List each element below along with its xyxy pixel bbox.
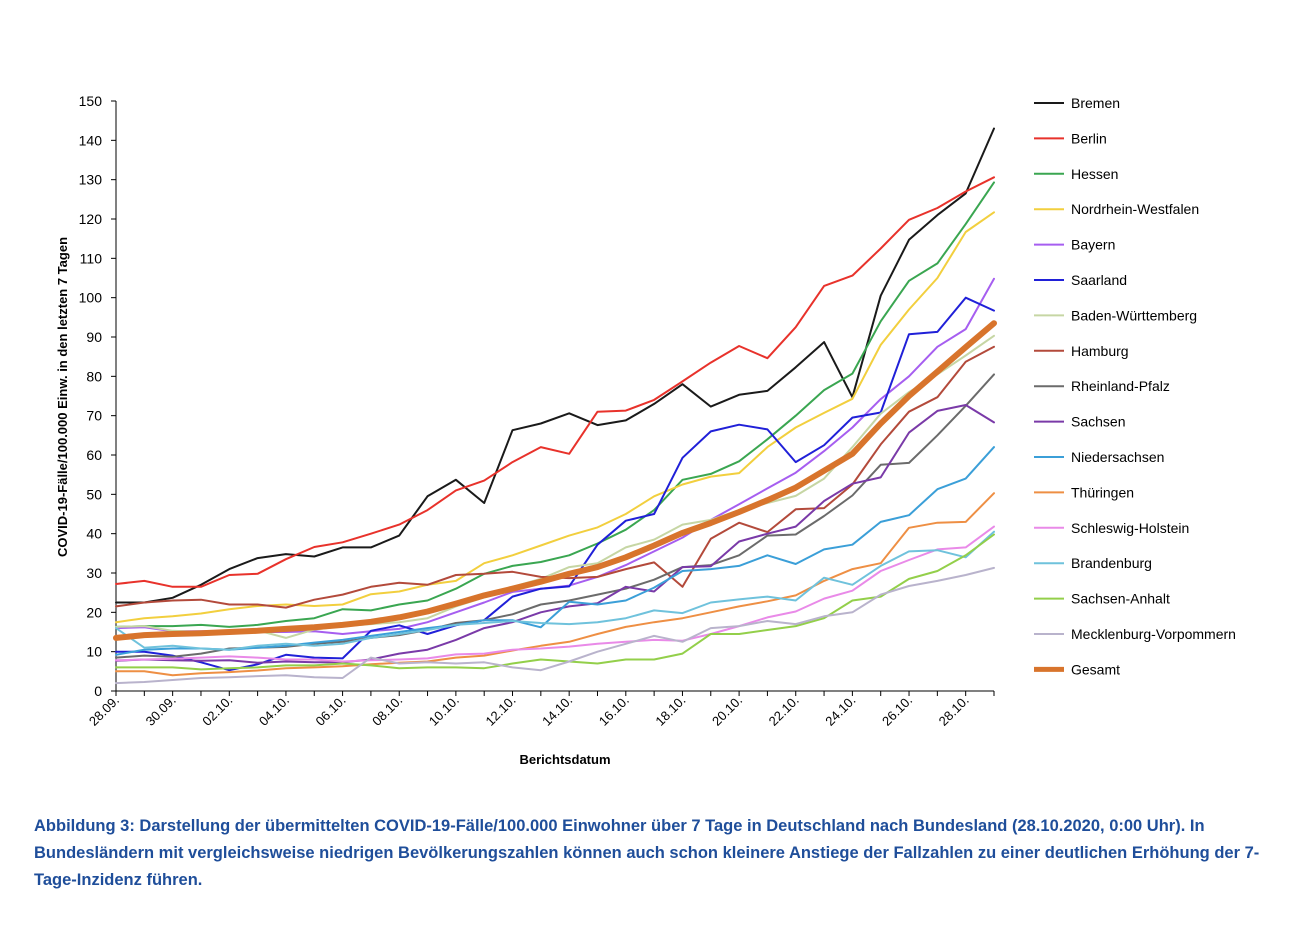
legend-label-sachsen-anhalt: Sachsen-Anhalt: [1071, 591, 1170, 607]
legend-label-saarland: Saarland: [1071, 272, 1127, 288]
x-tick-label: 28.09.: [86, 693, 122, 729]
legend-label-niedersachsen: Niedersachsen: [1071, 449, 1164, 465]
y-tick-label: 80: [86, 368, 102, 384]
x-tick-label: 22.10.: [766, 693, 802, 729]
y-tick-label: 30: [86, 565, 102, 581]
y-tick-label: 0: [94, 683, 102, 699]
x-tick-label: 14.10.: [539, 693, 575, 729]
x-axis-title: Berichtsdatum: [519, 752, 610, 767]
series-line-berlin: [115, 176, 995, 588]
x-tick-label: 28.10.: [936, 693, 972, 729]
series-line-bremen: [115, 127, 995, 604]
x-axis: 28.09. 30.09. 02.10. 04.10. 06.10. 08.10. 10.1…: [86, 690, 995, 729]
y-tick-label: 140: [79, 132, 103, 148]
legend-label-mecklenburg-vorpommern: Mecklenburg-Vorpommern: [1071, 626, 1236, 642]
legend-label-bayern: Bayern: [1071, 237, 1115, 253]
series-line-hamburg: [115, 345, 995, 609]
y-tick-label: 10: [86, 644, 102, 660]
series-line-hessen: [115, 181, 995, 628]
series-line-schleswig-holstein: [115, 525, 995, 663]
legend-label-sachsen: Sachsen: [1071, 414, 1125, 430]
y-tick-label: 130: [79, 172, 103, 188]
x-tick-label: 08.10.: [369, 693, 405, 729]
y-tick-label: 50: [86, 486, 102, 502]
legend-label-th-ringen: Thüringen: [1071, 484, 1134, 500]
legend-label-hamburg: Hamburg: [1071, 343, 1129, 359]
x-tick-label: 30.09.: [143, 693, 179, 729]
series-line-mecklenburg-vorpommern: [115, 566, 995, 685]
incidence-line-chart: 0 10 20 30 40 50 60 70 80 90 100 110 120 130 140 150 28…: [55, 93, 1236, 767]
x-tick-label: 02.10.: [199, 693, 235, 729]
legend-label-brandenburg: Brandenburg: [1071, 555, 1152, 571]
legend-label-schleswig-holstein: Schleswig-Holstein: [1071, 520, 1189, 536]
series-line-sachsen: [115, 404, 995, 664]
x-tick-label: 06.10.: [313, 693, 349, 729]
y-tick-label: 20: [86, 604, 102, 620]
figure-caption: Abbildung 3: Darstellung der übermittelt…: [34, 817, 1260, 889]
x-tick-label: 20.10.: [709, 693, 745, 729]
series-lines: [113, 127, 997, 685]
series-line-brandenburg: [115, 530, 995, 651]
x-tick-label: 04.10.: [256, 693, 292, 729]
y-tick-label: 40: [86, 526, 102, 542]
x-tick-label: 24.10.: [822, 693, 858, 729]
legend-label-berlin: Berlin: [1071, 130, 1107, 146]
series-line-gesamt: [113, 320, 997, 641]
legend-label-nordrhein-westfalen: Nordrhein-Westfalen: [1071, 201, 1199, 217]
series-line-sachsen-anhalt: [115, 533, 995, 671]
series-line-th-ringen: [115, 492, 995, 677]
y-axis: 0 10 20 30 40 50 60 70 80 90 100 110 120 130 140 150: [79, 93, 117, 699]
y-tick-label: 70: [86, 408, 102, 424]
legend-label-bremen: Bremen: [1071, 95, 1120, 111]
y-tick-label: 60: [86, 447, 102, 463]
x-tick-label: 10.10.: [426, 693, 462, 729]
y-tick-label: 110: [80, 250, 103, 266]
x-tick-label: 16.10.: [596, 693, 632, 729]
y-tick-label: 150: [79, 93, 103, 109]
y-tick-label: 100: [79, 290, 103, 306]
x-tick-label: 12.10.: [482, 693, 518, 729]
legend: Bremen Berlin Hessen Nordrhein-Westfalen Bay…: [1034, 95, 1236, 677]
x-tick-label: 26.10.: [879, 693, 915, 729]
legend-label-baden-w-rttemberg: Baden-Württemberg: [1071, 307, 1197, 323]
legend-label-gesamt: Gesamt: [1071, 661, 1120, 677]
y-axis-title: COVID-19-Fälle/100.000 Einw. in den letz…: [55, 237, 70, 557]
legend-label-hessen: Hessen: [1071, 166, 1118, 182]
series-line-niedersachsen: [115, 446, 995, 656]
legend-label-rheinland-pfalz: Rheinland-Pfalz: [1071, 378, 1170, 394]
y-tick-label: 90: [86, 329, 102, 345]
x-tick-label: 18.10.: [652, 693, 688, 729]
y-tick-label: 120: [79, 211, 103, 227]
